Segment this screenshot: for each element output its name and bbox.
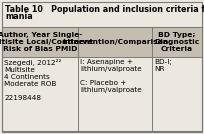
Text: Table 10   Population and inclusion criteria for asenapine pl: Table 10 Population and inclusion criter… <box>5 5 204 14</box>
Text: I: Asenapine +
lithium/valproate

C: Placebo +
lithium/valproate: I: Asenapine + lithium/valproate C: Plac… <box>80 59 142 93</box>
Text: Author, Year Single-
Multisite Local/Continent
Risk of Bias PMID: Author, Year Single- Multisite Local/Con… <box>0 32 94 52</box>
Text: Intervention/Comparison: Intervention/Comparison <box>62 39 168 45</box>
Text: Szegedi, 2012²²
Multisite
4 Continents
Moderate ROB

22198448: Szegedi, 2012²² Multisite 4 Continents M… <box>4 59 61 101</box>
Bar <box>2 27 202 131</box>
Bar <box>2 27 202 57</box>
Text: BD Type;
Diagnostic
Criteria: BD Type; Diagnostic Criteria <box>154 32 200 52</box>
Text: BD-I;
NR: BD-I; NR <box>154 59 172 72</box>
Text: mania: mania <box>5 12 33 21</box>
